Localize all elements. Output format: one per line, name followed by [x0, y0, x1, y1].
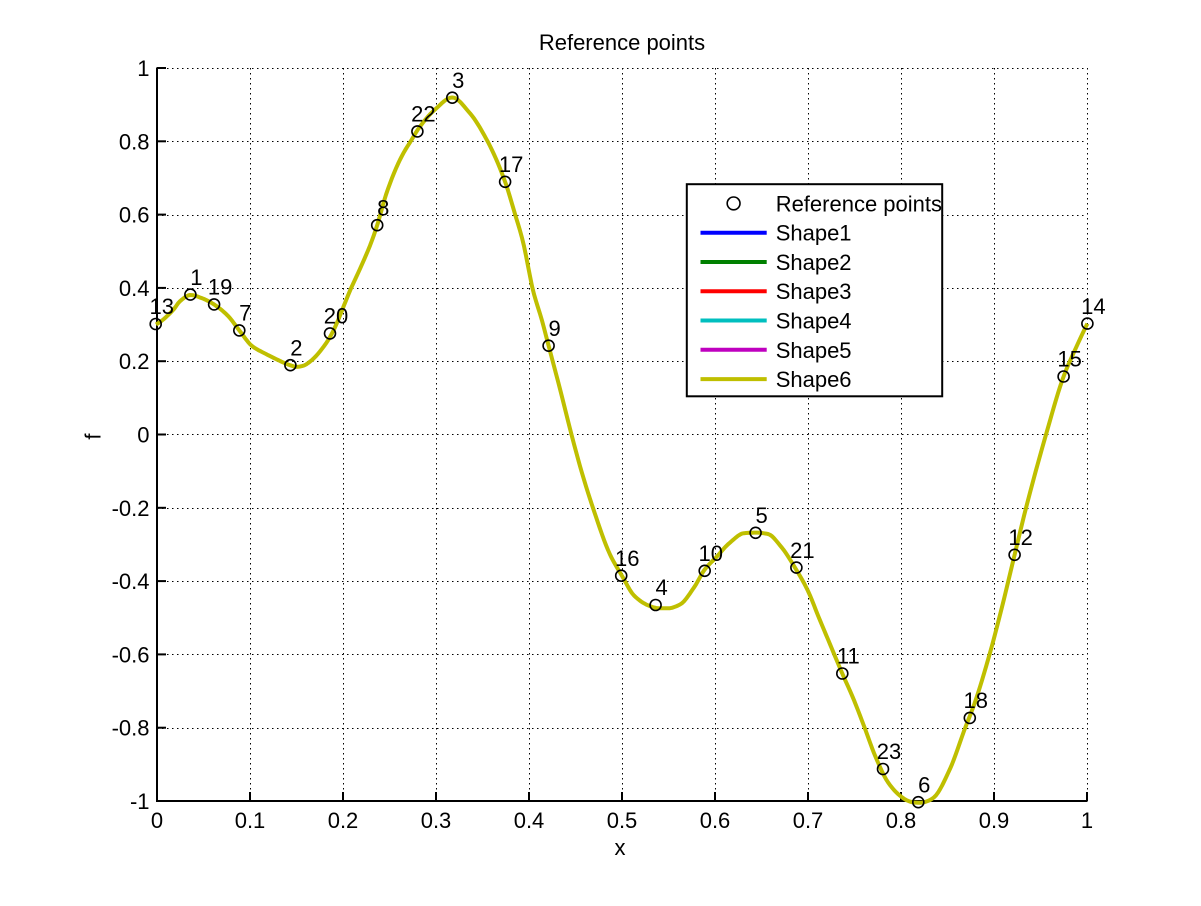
svg-text:-0.6: -0.6 [112, 642, 150, 667]
svg-text:Shape4: Shape4 [776, 309, 852, 334]
svg-text:0.2: 0.2 [119, 349, 150, 374]
svg-text:18: 18 [964, 688, 988, 713]
svg-text:10: 10 [698, 541, 722, 566]
svg-text:23: 23 [877, 739, 901, 764]
svg-text:7: 7 [239, 301, 251, 326]
svg-text:0.6: 0.6 [700, 808, 731, 833]
svg-text:1: 1 [137, 56, 149, 81]
svg-text:-1: -1 [130, 789, 150, 814]
svg-text:Shape2: Shape2 [776, 250, 852, 275]
svg-text:Reference points: Reference points [776, 191, 942, 216]
svg-text:2: 2 [290, 335, 302, 360]
svg-text:0: 0 [137, 423, 149, 448]
svg-text:0.2: 0.2 [328, 808, 359, 833]
svg-text:0.6: 0.6 [119, 203, 150, 228]
svg-text:1: 1 [190, 265, 202, 290]
svg-text:0.7: 0.7 [793, 808, 824, 833]
svg-text:Shape6: Shape6 [776, 367, 852, 392]
svg-text:4: 4 [655, 575, 667, 600]
svg-text:0.3: 0.3 [421, 808, 452, 833]
svg-text:-0.2: -0.2 [112, 496, 150, 521]
svg-text:Shape3: Shape3 [776, 279, 852, 304]
svg-text:0.8: 0.8 [119, 129, 150, 154]
svg-text:f: f [80, 433, 105, 440]
svg-text:8: 8 [377, 195, 389, 220]
svg-text:Shape1: Shape1 [776, 221, 852, 246]
svg-text:21: 21 [790, 538, 814, 563]
svg-text:12: 12 [1008, 525, 1032, 550]
svg-text:-0.4: -0.4 [112, 569, 150, 594]
svg-text:15: 15 [1057, 347, 1081, 372]
svg-text:20: 20 [324, 304, 348, 329]
svg-text:0.9: 0.9 [979, 808, 1010, 833]
svg-text:3: 3 [452, 68, 464, 93]
svg-text:6: 6 [918, 772, 930, 797]
svg-text:Shape5: Shape5 [776, 338, 852, 363]
svg-text:13: 13 [149, 294, 173, 319]
svg-text:22: 22 [411, 102, 435, 127]
svg-text:19: 19 [208, 275, 232, 300]
svg-text:0.1: 0.1 [235, 808, 266, 833]
svg-text:0.5: 0.5 [607, 808, 638, 833]
svg-text:17: 17 [499, 152, 523, 177]
svg-text:x: x [615, 835, 626, 860]
svg-text:11: 11 [837, 644, 860, 669]
svg-text:-0.8: -0.8 [112, 716, 150, 741]
svg-text:0: 0 [151, 808, 163, 833]
svg-text:9: 9 [548, 316, 560, 341]
svg-text:Reference points: Reference points [539, 30, 705, 55]
svg-text:1: 1 [1081, 808, 1093, 833]
svg-text:14: 14 [1081, 294, 1105, 319]
svg-text:0.4: 0.4 [514, 808, 545, 833]
svg-text:0.4: 0.4 [119, 276, 150, 301]
svg-text:0.8: 0.8 [886, 808, 917, 833]
svg-text:5: 5 [755, 503, 767, 528]
svg-text:16: 16 [615, 546, 639, 571]
